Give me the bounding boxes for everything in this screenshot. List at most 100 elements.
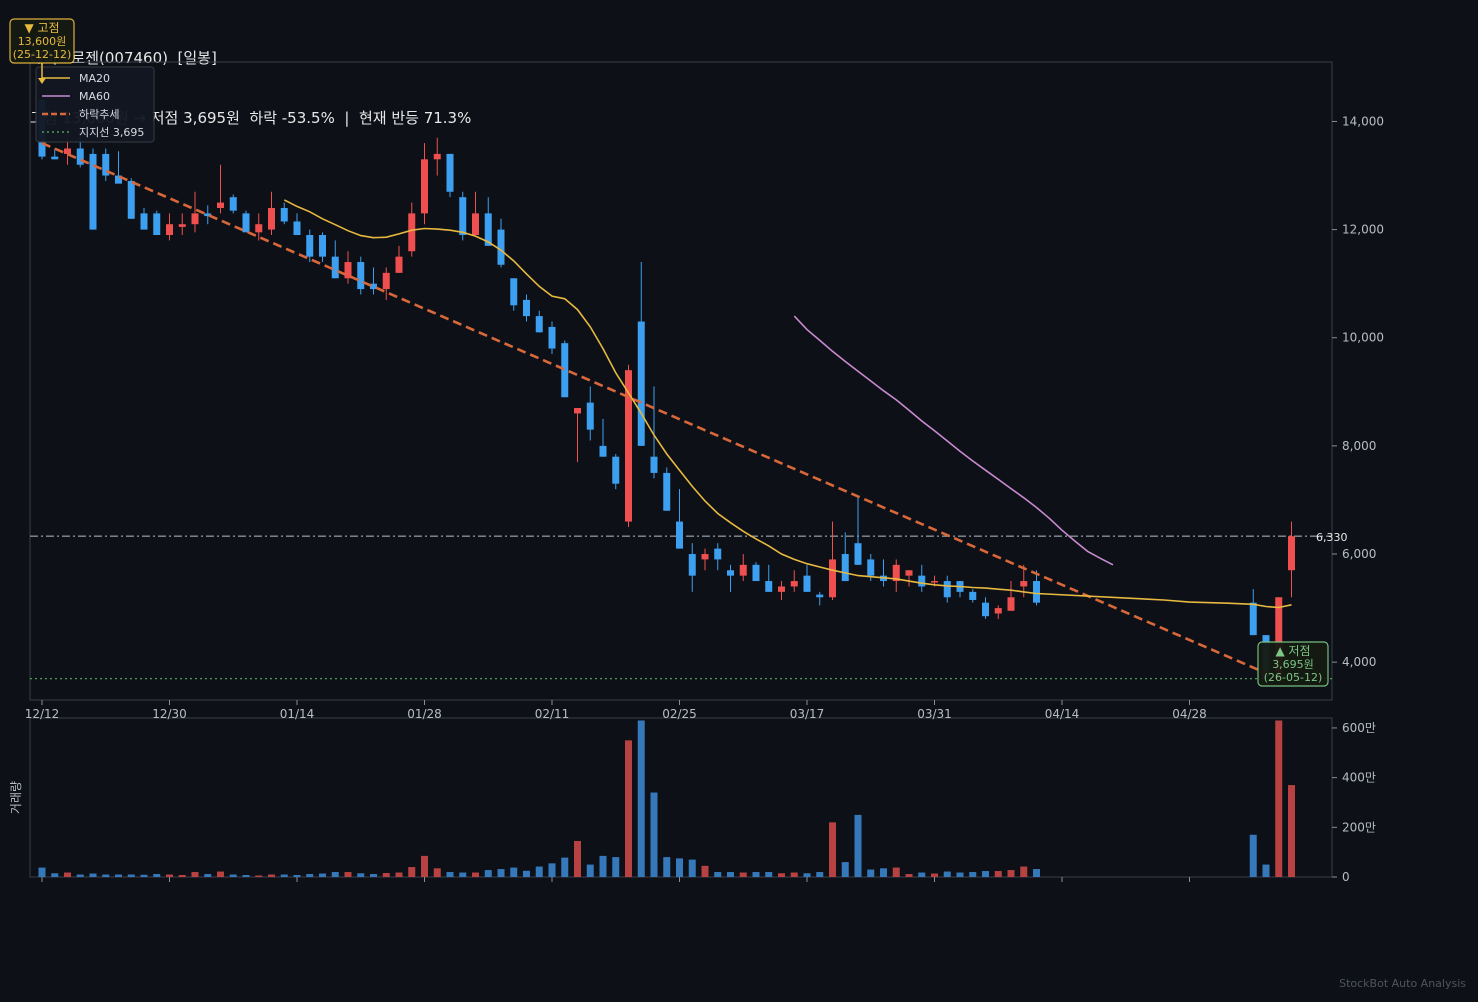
volume-bar bbox=[1288, 785, 1295, 877]
candle-body bbox=[561, 343, 569, 398]
volume-bar bbox=[255, 875, 263, 877]
trough-annotation-text: 3,695원 bbox=[1272, 658, 1314, 671]
price-tick-label: 10,000 bbox=[1342, 331, 1384, 345]
volume-bar bbox=[752, 872, 760, 877]
candle-body bbox=[612, 456, 620, 484]
volume-bar bbox=[331, 872, 339, 877]
candle-body bbox=[127, 180, 135, 219]
volume-bar bbox=[446, 872, 454, 877]
volume-bar bbox=[64, 872, 71, 877]
trough-annotation-box bbox=[1257, 641, 1329, 687]
candle-body bbox=[217, 202, 224, 208]
volume-bar bbox=[548, 863, 556, 877]
volume-bar bbox=[484, 870, 492, 877]
peak-arrow-head bbox=[38, 78, 46, 84]
candle-body bbox=[1007, 597, 1015, 611]
volume-bar bbox=[829, 822, 836, 877]
candle-body bbox=[790, 581, 798, 587]
candle-body bbox=[191, 213, 199, 225]
volume-bar bbox=[880, 868, 887, 877]
volume-bar bbox=[676, 858, 683, 877]
volume-tick-label: 400만 bbox=[1342, 771, 1376, 785]
x-tick-label: 04/14 bbox=[1045, 707, 1080, 721]
volume-bar bbox=[191, 872, 199, 877]
x-tick-label: 12/12 bbox=[25, 707, 60, 721]
volume-bar bbox=[1275, 720, 1283, 877]
volume-bar bbox=[382, 873, 390, 877]
volume-bar bbox=[319, 873, 326, 877]
volume-bar bbox=[306, 874, 314, 877]
downtrend-line bbox=[41, 141, 1280, 680]
candle-body bbox=[1288, 536, 1295, 571]
volume-bar bbox=[280, 874, 288, 877]
volume-bar bbox=[561, 857, 569, 877]
ma20-line bbox=[283, 199, 1292, 609]
volume-bar bbox=[433, 868, 441, 877]
x-tick-label: 01/14 bbox=[280, 707, 315, 721]
legend-label-ma60: MA60 bbox=[79, 90, 110, 103]
volume-bar bbox=[637, 720, 645, 877]
candle-body bbox=[765, 581, 773, 592]
volume-bar bbox=[841, 862, 849, 877]
volume-bar bbox=[408, 867, 416, 877]
candle-body bbox=[918, 575, 926, 587]
candle-body bbox=[625, 370, 632, 522]
trough-annotation-text: (26-05-12) bbox=[1264, 671, 1323, 684]
volume-bar bbox=[76, 874, 84, 877]
candle-body bbox=[510, 278, 518, 306]
peak-annotation-text: ▼ 고점 bbox=[24, 21, 59, 35]
volume-bar bbox=[1020, 866, 1028, 877]
legend-label-ma20: MA20 bbox=[79, 72, 110, 85]
x-tick-label: 04/28 bbox=[1172, 707, 1207, 721]
volume-bar bbox=[778, 873, 785, 877]
candle-body bbox=[535, 316, 543, 333]
volume-bar bbox=[918, 872, 926, 877]
candle-body bbox=[178, 224, 186, 227]
volume-bar bbox=[905, 874, 913, 877]
price-tick-label: 6,000 bbox=[1342, 547, 1376, 561]
volume-bar bbox=[1033, 869, 1040, 877]
volume-bar bbox=[714, 872, 722, 877]
candle-body bbox=[650, 456, 658, 473]
candle-body bbox=[982, 602, 989, 617]
candle-body bbox=[268, 207, 275, 230]
candle-body bbox=[714, 548, 722, 560]
volume-bar bbox=[395, 872, 403, 877]
volume-bar bbox=[599, 855, 607, 877]
price-tick-label: 14,000 bbox=[1342, 114, 1384, 128]
legend-box bbox=[35, 66, 155, 143]
legend-label-trend: 하락추세 bbox=[79, 107, 119, 121]
volume-bar bbox=[994, 871, 1002, 877]
candle-body bbox=[905, 570, 913, 576]
candle-body bbox=[574, 408, 581, 414]
volume-bar bbox=[625, 740, 632, 877]
volume-bar bbox=[727, 872, 734, 877]
x-tick-label: 01/28 bbox=[407, 707, 442, 721]
volume-bar bbox=[178, 875, 186, 877]
candle-body bbox=[484, 213, 492, 246]
candle-body bbox=[204, 213, 212, 217]
candle-body bbox=[242, 213, 250, 233]
peak-annotation-text: 13,600원 bbox=[18, 35, 67, 48]
legend-label-support: 지지선 3,695 bbox=[79, 126, 144, 139]
volume-bar bbox=[931, 873, 938, 877]
volume-bar bbox=[688, 859, 696, 877]
volume-bar bbox=[153, 874, 161, 877]
volume-bar bbox=[421, 855, 428, 877]
volume-bar bbox=[982, 871, 989, 877]
volume-panel-frame bbox=[29, 717, 1333, 878]
candle-body bbox=[446, 153, 454, 192]
price-panel-frame bbox=[29, 61, 1333, 701]
volume-bar bbox=[956, 872, 964, 877]
volume-bar bbox=[140, 874, 148, 877]
candle-body bbox=[408, 213, 416, 252]
volume-bar bbox=[344, 872, 352, 877]
trough-annotation-text: ▲ 저점 bbox=[1275, 644, 1310, 658]
candle-body bbox=[739, 564, 747, 576]
volume-tick-label: 0 bbox=[1342, 870, 1350, 884]
volume-bar bbox=[127, 874, 135, 877]
volume-bar bbox=[115, 874, 122, 877]
volume-axis-label: 거래량 bbox=[9, 781, 23, 814]
x-tick-label: 02/25 bbox=[662, 707, 697, 721]
volume-tick-label: 600만 bbox=[1342, 721, 1376, 735]
